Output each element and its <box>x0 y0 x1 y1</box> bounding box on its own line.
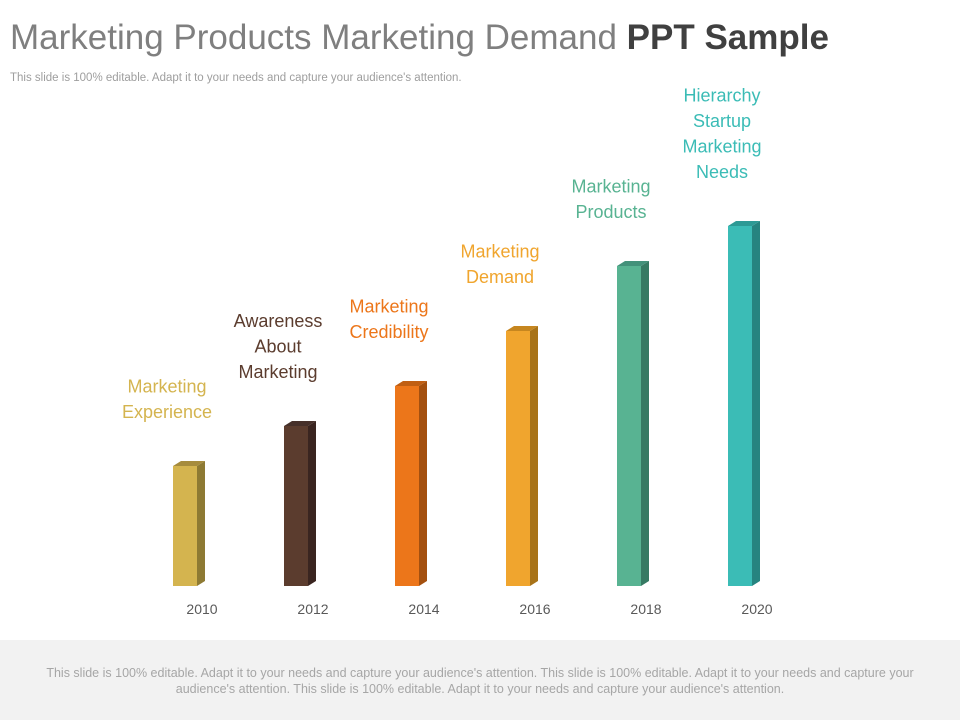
bar-annotation: Marketing Demand <box>460 242 539 288</box>
bar-front-2014 <box>395 386 419 586</box>
bar-top-2020 <box>728 221 760 226</box>
x-tick-label: 2012 <box>297 601 328 617</box>
x-tick-label: 2016 <box>519 601 550 617</box>
annotation-line: Marketing <box>349 297 428 317</box>
bar-top-2012 <box>284 421 316 426</box>
annotation-line: Marketing <box>682 137 761 157</box>
bar-top-2014 <box>395 381 427 386</box>
title-bold: PPT Sample <box>626 18 829 57</box>
bar-top-2016 <box>506 326 538 331</box>
title-light: Marketing Products Marketing Demand <box>10 18 617 57</box>
bar-side-2014 <box>419 381 427 586</box>
bar-2014 <box>395 381 427 586</box>
annotation-line: Marketing <box>238 362 317 382</box>
bar-front-2010 <box>173 466 197 586</box>
bar-chart: 2010 Marketing Experience 2012 Awareness Abou… <box>122 86 773 618</box>
bar-2020 <box>728 221 760 586</box>
bar-top-2018 <box>617 261 649 266</box>
bar-2012 <box>284 421 316 586</box>
annotation-line: Hierarchy <box>683 86 760 106</box>
bar-2016 <box>506 326 538 586</box>
x-tick-label: 2014 <box>408 601 439 617</box>
bar-2010 <box>173 461 205 586</box>
annotation-line: Startup <box>693 111 751 131</box>
bar-annotation: Hierarchy Startup Marketing Needs <box>682 86 761 183</box>
x-tick-label: 2018 <box>630 601 661 617</box>
bar-2018 <box>617 261 649 586</box>
annotation-line: Experience <box>122 402 212 422</box>
footer-text: This slide is 100% editable. Adapt it to… <box>46 666 914 696</box>
bar-annotation: Marketing Products <box>571 177 650 223</box>
x-tick-label: 2010 <box>186 601 217 617</box>
annotation-line: Marketing <box>571 177 650 197</box>
bar-front-2018 <box>617 266 641 586</box>
footer-band: This slide is 100% editable. Adapt it to… <box>0 640 960 720</box>
x-tick-label: 2020 <box>741 601 772 617</box>
bar-annotation: Marketing Credibility <box>349 297 428 343</box>
annotation-line: Marketing <box>127 377 206 397</box>
bar-top-2010 <box>173 461 205 466</box>
annotation-line: Awareness <box>234 311 323 331</box>
bar-side-2012 <box>308 421 316 586</box>
bar-side-2010 <box>197 461 205 586</box>
page-title: Marketing Products Marketing Demand PPT … <box>10 18 829 58</box>
bar-side-2018 <box>641 261 649 586</box>
bar-front-2016 <box>506 331 530 586</box>
page-subtitle: This slide is 100% editable. Adapt it to… <box>10 72 462 84</box>
annotation-line: Marketing <box>460 242 539 262</box>
annotation-line: Demand <box>466 267 534 287</box>
bar-front-2012 <box>284 426 308 586</box>
bar-side-2016 <box>530 326 538 586</box>
bar-side-2020 <box>752 221 760 586</box>
annotation-line: Needs <box>696 162 748 182</box>
bar-annotation: Awareness About Marketing <box>234 311 323 382</box>
annotation-line: Products <box>575 202 646 222</box>
bar-front-2020 <box>728 226 752 586</box>
bar-annotation: Marketing Experience <box>122 377 212 423</box>
annotation-line: About <box>254 337 301 357</box>
annotation-line: Credibility <box>349 322 428 342</box>
